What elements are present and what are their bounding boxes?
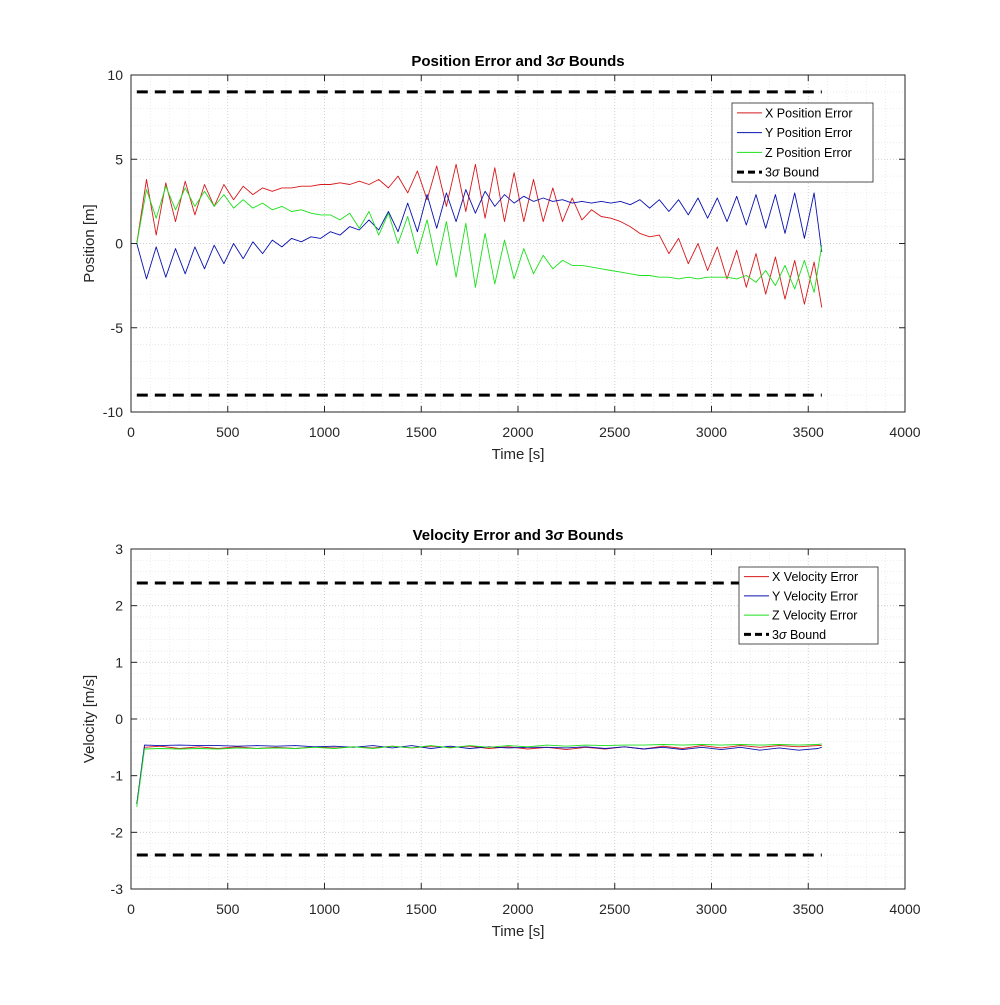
x-tick-label: 4000 <box>889 424 920 440</box>
y-tick-label: 0 <box>115 711 123 727</box>
y-axis-label: Position [m] <box>81 204 98 282</box>
y-tick-label: -1 <box>111 768 124 784</box>
subplot-position: 0 500 1000 1500 2000 2500 3000 3500 4000 -10 -5 0 5 1… <box>81 53 921 463</box>
x-tick-label: 3000 <box>696 424 727 440</box>
x-tick-label: 1000 <box>309 901 340 917</box>
legend-label: Y Position Error <box>765 126 852 140</box>
x-tick-label: 0 <box>127 901 135 917</box>
series-group <box>136 581 822 857</box>
series-line-y-error <box>136 744 822 805</box>
y-tick-label: 3 <box>115 541 123 557</box>
legend-label: X Position Error <box>765 106 853 120</box>
legend-label: Z Velocity Error <box>772 609 857 623</box>
x-tick-label: 0 <box>127 424 135 440</box>
chart-title: Position Error and 3σ Bounds <box>411 53 624 70</box>
subplot-velocity: 0 500 1000 1500 2000 2500 3000 3500 4000 -3 -2 -1 0 1… <box>81 527 921 940</box>
x-tick-label: 500 <box>216 901 240 917</box>
x-tick-label: 1500 <box>406 901 437 917</box>
y-tick-label: -3 <box>111 881 124 897</box>
legend: X Velocity Error Y Velocity Error Z Veloci… <box>738 566 879 645</box>
x-tick-label: 4000 <box>889 901 920 917</box>
y-tick-label: -2 <box>111 824 124 840</box>
series-line-x-error <box>136 163 823 308</box>
series-line-z-error <box>136 185 823 293</box>
y-tick-label: 0 <box>115 236 123 252</box>
x-tick-label: 2500 <box>599 424 630 440</box>
y-tick-label: 2 <box>115 598 123 614</box>
x-tick-label: 3500 <box>793 424 824 440</box>
y-tick-label: 1 <box>115 654 123 670</box>
x-tick-label: 2000 <box>502 424 533 440</box>
y-axis-label: Velocity [m/s] <box>81 675 98 763</box>
series-group <box>136 90 823 397</box>
series-line-z-error <box>136 743 822 807</box>
legend-label: 3σ Bound <box>765 166 819 180</box>
x-tick-label: 3000 <box>696 901 727 917</box>
x-axis-label: Time [s] <box>492 923 545 940</box>
y-tick-label: 10 <box>107 67 123 83</box>
series-line-y-error <box>136 189 823 280</box>
x-tick-label: 1500 <box>406 424 437 440</box>
y-tick-label: 5 <box>115 151 123 167</box>
chart-title: Velocity Error and 3σ Bounds <box>413 527 624 544</box>
x-tick-label: 500 <box>216 424 240 440</box>
legend-label: 3σ Bound <box>772 628 826 642</box>
x-axis-label: Time [s] <box>492 446 545 463</box>
legend-box <box>731 102 874 183</box>
legend-box <box>738 566 879 645</box>
x-tick-label: 3500 <box>793 901 824 917</box>
legend-label: Z Position Error <box>765 146 852 160</box>
y-tick-label: -10 <box>103 404 123 420</box>
x-tick-label: 1000 <box>309 424 340 440</box>
x-tick-label: 2500 <box>599 901 630 917</box>
legend: X Position Error Y Position Error Z Positi… <box>731 102 874 183</box>
x-tick-label: 2000 <box>502 901 533 917</box>
legend-label: Y Velocity Error <box>772 589 858 603</box>
legend-label: X Velocity Error <box>772 570 858 584</box>
y-tick-label: -5 <box>111 320 124 336</box>
